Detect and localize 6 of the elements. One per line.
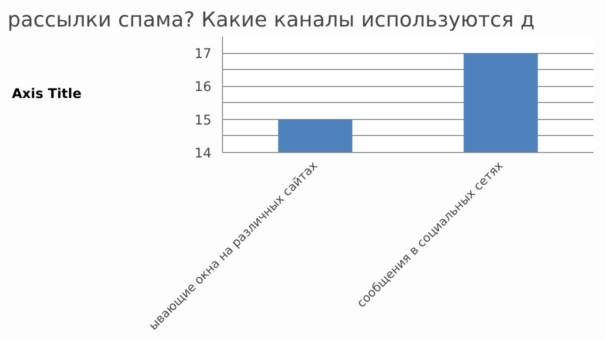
y-tick-label: 14 [194, 146, 212, 162]
y-tick-label: 15 [194, 113, 212, 128]
y-tick-label: 16 [194, 80, 212, 96]
y-axis-title: Axis Title [12, 87, 82, 102]
chart-title: рассылки спама? Какие каналы используются д [8, 8, 535, 32]
y-tick-label: 17 [194, 47, 212, 62]
